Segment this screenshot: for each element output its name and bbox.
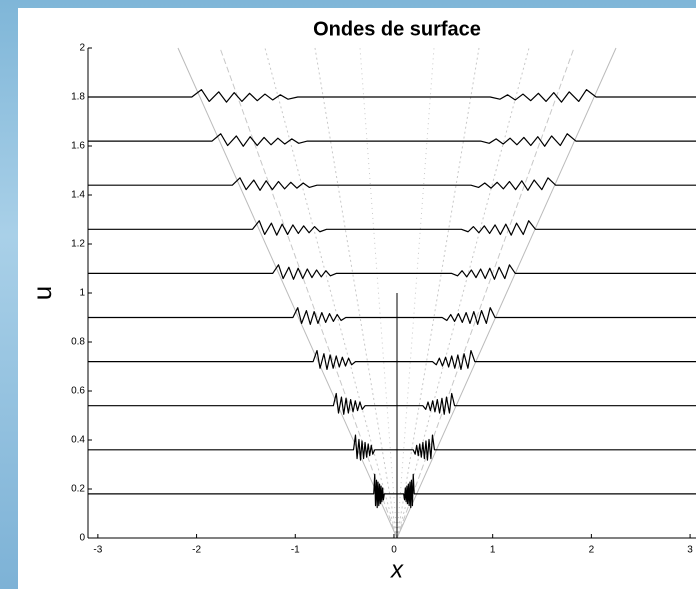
y-axis-label: u — [27, 286, 57, 300]
trace — [88, 307, 696, 325]
x-tick-label: 3 — [687, 545, 693, 556]
trace — [88, 89, 696, 103]
y-tick-label: 0.6 — [71, 386, 85, 397]
x-tick-label: 0 — [391, 545, 397, 556]
y-tick-label: 1.6 — [71, 141, 85, 152]
y-tick-label: 1.4 — [71, 190, 85, 201]
x-tick-label: -3 — [93, 545, 102, 556]
trace — [88, 220, 696, 236]
x-tick-label: -2 — [192, 545, 201, 556]
y-tick-label: 0.8 — [71, 337, 85, 348]
x-tick-label: -1 — [291, 545, 300, 556]
chart-title: Ondes de surface — [313, 18, 481, 40]
trace — [88, 473, 696, 509]
trace — [88, 133, 696, 147]
trace — [88, 392, 696, 415]
x-axis-label: x — [390, 556, 404, 583]
figure-background — [18, 8, 696, 589]
ray — [396, 47, 617, 539]
y-tick-label: 0.2 — [71, 484, 85, 495]
y-tick-label: 0 — [79, 533, 85, 544]
y-tick-label: 0.4 — [71, 435, 85, 446]
ray — [219, 47, 398, 539]
ray — [359, 47, 398, 539]
trace — [88, 434, 696, 461]
y-tick-label: 2 — [79, 43, 85, 54]
trace — [88, 349, 696, 371]
y-tick-label: 1 — [79, 288, 85, 299]
y-tick-label: 1.8 — [71, 92, 85, 103]
y-tick-label: 1.2 — [71, 239, 85, 250]
x-tick-label: 1 — [490, 545, 496, 556]
ray — [396, 47, 435, 539]
trace — [88, 264, 696, 280]
trace — [88, 177, 696, 191]
ray — [396, 47, 575, 539]
x-tick-label: 2 — [589, 545, 595, 556]
